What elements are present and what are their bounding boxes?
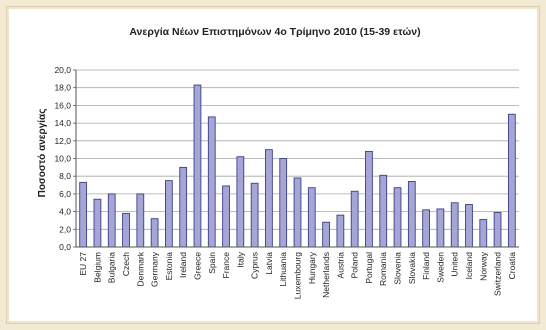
y-tick-label: 16,0 <box>54 100 71 110</box>
bar-spain <box>207 116 216 248</box>
x-tick-label: Sweden <box>435 252 445 283</box>
bar-finland <box>422 209 430 248</box>
x-tick-label: Latvia <box>264 252 274 275</box>
x-tick-label: Austria <box>335 252 345 279</box>
bar-sweden <box>436 208 445 248</box>
x-tick-label: Estonia <box>164 252 174 281</box>
bar-czech <box>122 212 130 248</box>
bar-hungary <box>307 187 316 248</box>
bar-denmark <box>136 193 145 248</box>
bar-estonia <box>165 180 173 248</box>
x-tick-label: Netherlands <box>321 252 331 298</box>
bars <box>79 84 516 248</box>
y-axis-label: Ποσοστό ανεργίας <box>37 109 48 198</box>
x-tick-label: Switzerland <box>493 252 503 296</box>
x-tick-label: Portugal <box>364 252 374 284</box>
x-tick-label: Slovakia <box>407 252 417 284</box>
x-tick-label: Czech <box>121 252 131 276</box>
x-tick-label: Germany <box>150 251 160 287</box>
x-tick-label: Greece <box>192 252 202 280</box>
bar-poland <box>350 190 359 248</box>
bar-austria <box>336 214 345 248</box>
y-tick-label: 20,0 <box>54 65 71 75</box>
y-tick-label: 2,0 <box>59 224 71 234</box>
bar-switzerland <box>493 212 502 248</box>
x-axis-ticks: EU 27 Belgium Bulgaria Czech Denmark Germany E… <box>78 251 517 299</box>
x-tick-label: Cyprus <box>250 252 260 279</box>
bar-bulgaria <box>107 193 116 248</box>
x-tick-label: Luxembourg <box>293 252 303 300</box>
bar-france <box>222 185 230 248</box>
gridlines <box>76 69 519 230</box>
x-tick-label: Norway <box>478 251 488 281</box>
chart-title: Ανεργία Νέων Επιστημόνων 4ο Τρίμηνο 2010… <box>129 26 420 38</box>
bar-iceland <box>465 204 473 248</box>
bar-cyprus <box>250 182 259 248</box>
x-tick-label: Belgium <box>92 252 102 283</box>
bar-eu-27 <box>79 181 88 248</box>
bar-chart: Ανεργία Νέων Επιστημόνων 4ο Τρίμηνο 2010… <box>37 26 519 299</box>
bar-slovenia <box>393 187 402 248</box>
y-tick-label: 12,0 <box>54 136 71 146</box>
x-tick-label: Italy <box>235 251 245 267</box>
x-tick-label: Lithuania <box>278 252 288 287</box>
x-tick-label: EU 27 <box>78 252 88 276</box>
x-tick-label: Ireland <box>178 252 188 278</box>
x-tick-label: Iceland <box>464 252 474 280</box>
bar-romania <box>379 174 388 248</box>
bar-croatia <box>507 113 516 248</box>
y-tick-label: 0,0 <box>59 242 71 252</box>
bar-norway <box>479 219 488 248</box>
x-tick-label: Finland <box>421 252 431 280</box>
y-tick-label: 14,0 <box>54 118 71 128</box>
x-tick-label: Hungary <box>307 251 317 284</box>
bar-belgium <box>93 198 102 248</box>
bar-netherlands <box>322 221 330 248</box>
x-tick-label: Denmark <box>135 251 145 286</box>
bar-latvia <box>265 149 273 248</box>
x-tick-label: Romania <box>378 252 388 286</box>
bar-germany <box>150 218 159 248</box>
y-tick-label: 18,0 <box>54 83 71 93</box>
bar-lithuania <box>279 158 288 248</box>
bar-ireland <box>179 166 188 248</box>
y-axis-ticks: 0,0 2,0 4,0 6,0 8,0 10,0 12,0 14,0 16,0 18,0 20,0 <box>54 65 76 252</box>
bar-slovakia <box>407 181 416 248</box>
bar-greece <box>193 84 202 248</box>
x-tick-label: United <box>450 252 460 277</box>
bar-italy <box>236 156 245 248</box>
x-tick-label: Croatia <box>507 252 517 280</box>
chart-panel: Ανεργία Νέων Επιστημόνων 4ο Τρίμηνο 2010… <box>6 6 540 324</box>
x-tick-label: Bulgaria <box>107 252 117 283</box>
x-tick-label: Poland <box>350 252 360 279</box>
bar-luxembourg <box>293 177 302 248</box>
x-tick-label: Slovenia <box>393 252 403 285</box>
y-tick-label: 8,0 <box>59 171 71 181</box>
bar-united <box>450 202 459 248</box>
bar-portugal <box>365 150 373 248</box>
y-tick-label: 4,0 <box>59 207 71 217</box>
x-tick-label: Spain <box>207 252 217 274</box>
y-tick-label: 10,0 <box>54 154 71 164</box>
y-tick-label: 6,0 <box>59 189 71 199</box>
x-tick-label: France <box>221 252 231 279</box>
